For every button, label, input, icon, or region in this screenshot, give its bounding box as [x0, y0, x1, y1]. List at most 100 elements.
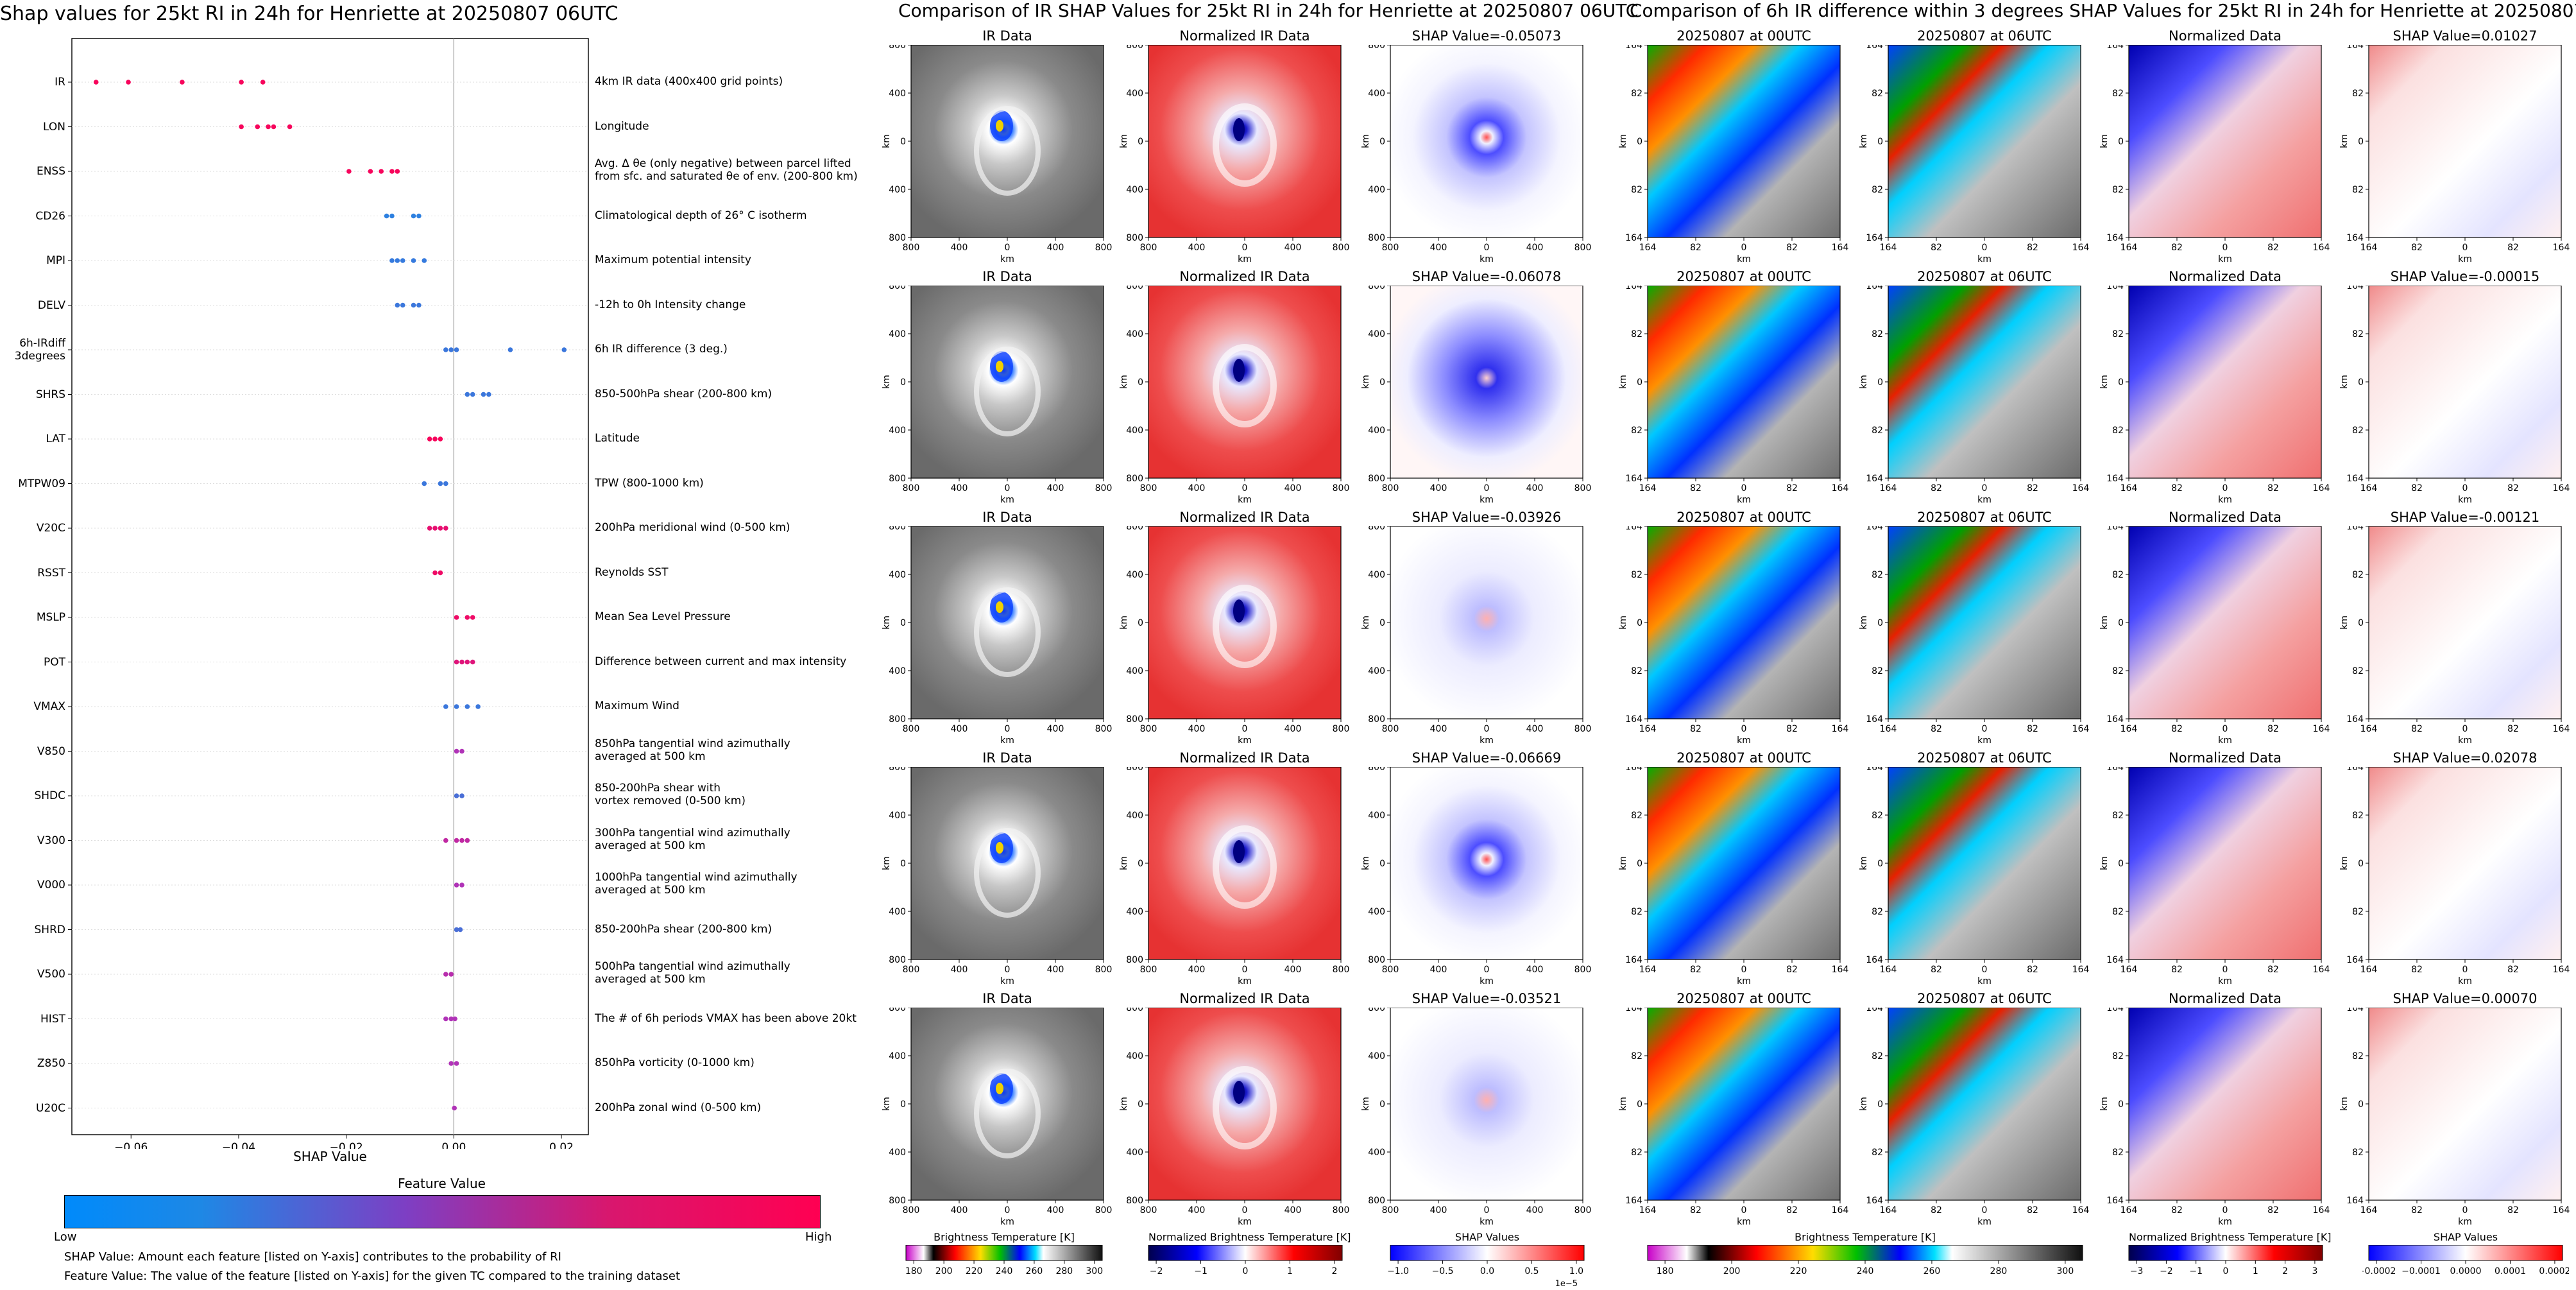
colorbar-tick-label: −0.5: [1432, 1266, 1454, 1277]
shap-point: [266, 124, 271, 130]
x-tick-label: 800: [1333, 1205, 1350, 1216]
y-tick-label: 0: [1637, 377, 1642, 388]
x-tick-label: 82: [2027, 724, 2038, 734]
panel-image: [911, 526, 1104, 719]
x-axis-label: km: [1977, 495, 1992, 505]
storm-band: [974, 106, 1041, 196]
y-axis-label: km: [882, 856, 892, 870]
x-tick-label: 164: [2553, 483, 2570, 494]
y-tick-label: 400: [1126, 185, 1143, 195]
panel-image: [1390, 767, 1583, 959]
y-axis-label: km: [1618, 1097, 1628, 1111]
y-tick-label: 82: [2112, 1051, 2124, 1062]
panel-image: [911, 45, 1104, 237]
feature-description: 850hPa vorticity (0-1000 km): [595, 1056, 755, 1069]
panel-title: Normalized Data: [2169, 28, 2282, 44]
panel-title: Normalized Data: [2169, 991, 2282, 1006]
y-axis-label: km: [1618, 615, 1628, 630]
y-axis-label: km: [1119, 856, 1129, 870]
y-tick-label: 800: [1126, 286, 1143, 291]
x-tick-label: 800: [1574, 724, 1592, 734]
y-tick-label: 800: [1126, 233, 1143, 243]
x-tick-label: 164: [2553, 965, 2570, 975]
colorbar-tick-label: 240: [996, 1266, 1013, 1277]
x-tick-label: 0: [1982, 483, 1988, 494]
x-tick-label: 0: [1005, 243, 1011, 253]
y-tick-label: 800: [1368, 955, 1385, 965]
x-tick-label: 400: [1526, 1205, 1544, 1216]
x-tick-label: 82: [2267, 483, 2279, 494]
feature-label: V300: [37, 834, 65, 847]
x-tick-label: 400: [1526, 243, 1544, 253]
feature-description: Avg. Δ θe (only negative) between parcel…: [595, 157, 858, 184]
colorbar-tick-label: −3: [2130, 1266, 2144, 1277]
x-tick-label: 82: [2267, 965, 2279, 975]
x-tick-label: 164: [1880, 483, 1897, 494]
feature-description: -12h to 0h Intensity change: [595, 298, 746, 311]
x-tick-label: 800: [1095, 1205, 1113, 1216]
panel-title: 20250807 at 06UTC: [1917, 991, 2052, 1006]
y-tick-label: 0: [900, 377, 906, 388]
colorbar-tick-label: 300: [1086, 1266, 1103, 1277]
y-tick-label: 164: [1866, 955, 1883, 965]
x-tick-label: 400: [1047, 965, 1064, 975]
y-tick-label: 400: [889, 811, 906, 821]
colorbar-label: Brightness Temperature [K]: [1795, 1231, 1936, 1243]
y-tick-label: 400: [889, 570, 906, 580]
y-tick-label: 164: [2346, 714, 2364, 725]
x-tick-label: 0: [1484, 243, 1490, 253]
x-tick-label: 82: [2411, 1205, 2423, 1216]
x-tick-label: 800: [903, 243, 920, 253]
x-tick-label: 82: [1931, 483, 1942, 494]
x-tick-label: 400: [1188, 243, 1206, 253]
y-tick-label: 400: [889, 1051, 906, 1062]
shap-point: [93, 80, 99, 85]
y-tick-label: 82: [2112, 329, 2124, 340]
y-tick-label: 82: [1631, 907, 1642, 917]
y-tick-label: 800: [1368, 526, 1385, 532]
x-tick-label: 82: [2507, 483, 2519, 494]
panel-image: [911, 767, 1104, 959]
shap-point: [395, 169, 400, 174]
y-tick-label: 400: [1126, 89, 1143, 99]
y-tick-label: 800: [1126, 474, 1143, 484]
x-tick-label: 800: [1382, 965, 1399, 975]
colorbar-gradient: [1148, 1245, 1343, 1261]
feature-label: VMAX: [33, 700, 65, 713]
shap-point: [459, 748, 465, 754]
shap-point: [454, 615, 459, 620]
shap-point: [470, 615, 475, 620]
colorbar-tick-label: 0.0: [1480, 1266, 1494, 1277]
shap-point: [422, 481, 427, 486]
y-axis-label: km: [2339, 1097, 2350, 1111]
y-tick-label: 800: [889, 286, 906, 291]
feature-description: Difference between current and max inten…: [595, 655, 847, 668]
y-tick-label: 800: [1368, 45, 1385, 51]
y-tick-label: 400: [889, 329, 906, 340]
y-tick-label: 0: [2118, 618, 2124, 628]
x-tick-label: 0: [2222, 1205, 2228, 1216]
x-tick-label: 800: [1574, 483, 1592, 494]
x-tick-label: 400: [1526, 483, 1544, 494]
x-axis-label: km: [2458, 1217, 2472, 1227]
feature-description: Longitude: [595, 119, 649, 133]
panel-image: [1390, 526, 1583, 719]
panel-image: [911, 286, 1104, 478]
shap-point: [427, 436, 432, 442]
feature-description: The # of 6h periods VMAX has been above …: [595, 1011, 857, 1025]
y-axis-label: km: [1618, 375, 1628, 389]
y-tick-label: 164: [2106, 526, 2124, 532]
y-tick-label: 82: [1631, 570, 1642, 580]
y-tick-label: 82: [2112, 89, 2124, 99]
shap-point: [454, 748, 459, 754]
x-tick-label: 400: [1047, 243, 1064, 253]
x-tick-label: 164: [1639, 724, 1657, 734]
y-tick-label: 164: [2346, 233, 2364, 243]
shap-point: [561, 347, 567, 352]
y-axis-label: km: [2099, 615, 2110, 630]
